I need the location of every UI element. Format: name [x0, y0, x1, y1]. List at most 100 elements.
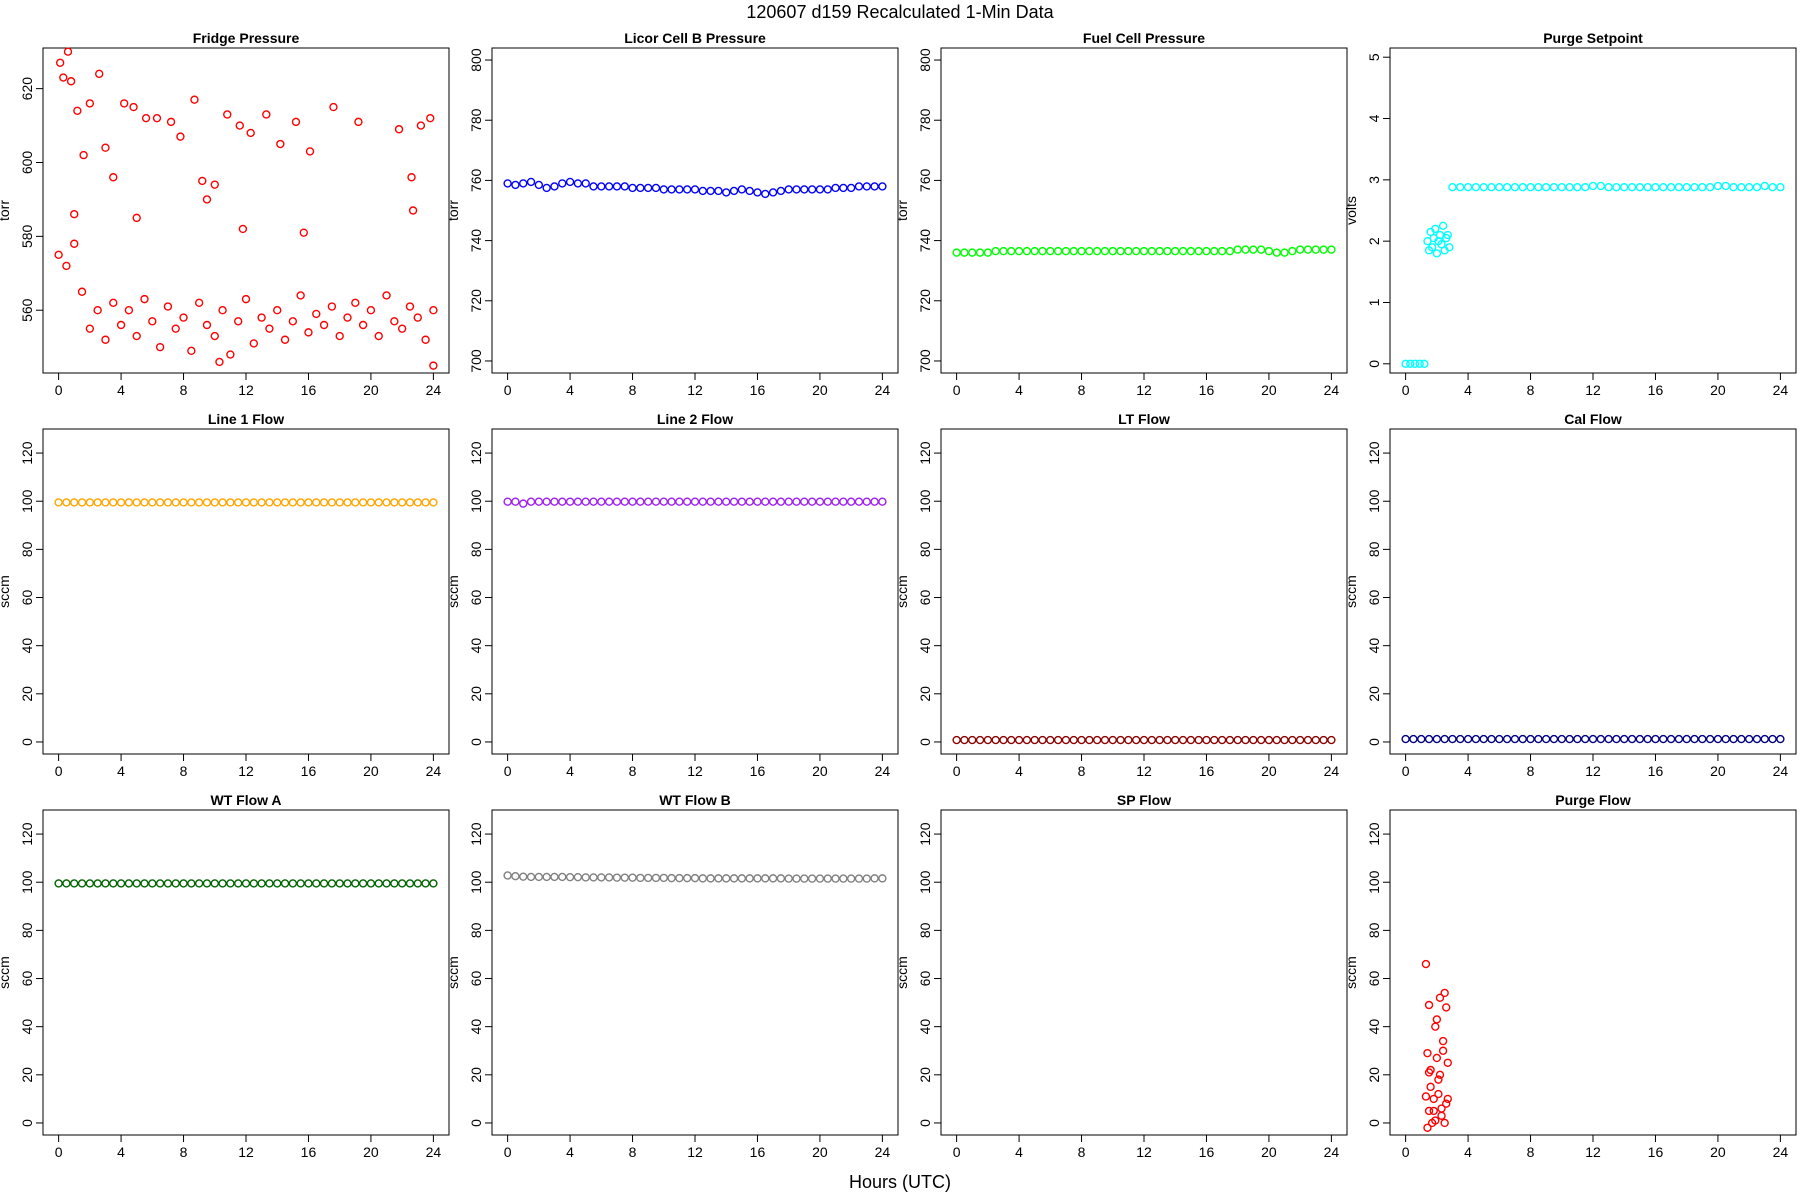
point: [109, 879, 118, 888]
point: [643, 183, 653, 193]
point: [682, 185, 692, 194]
y-tick-label: 100: [1366, 870, 1382, 894]
point: [737, 497, 747, 506]
point: [1752, 734, 1762, 744]
panel-title: Line 1 Flow: [208, 411, 284, 427]
point: [1046, 735, 1055, 745]
point: [210, 879, 219, 888]
point: [878, 874, 887, 883]
point: [54, 498, 63, 507]
point: [382, 498, 391, 507]
x-tick-label: 16: [1199, 763, 1215, 779]
point: [1147, 735, 1157, 745]
x-tick-label: 0: [55, 763, 63, 779]
point: [210, 498, 219, 507]
point: [124, 879, 134, 888]
point: [1541, 182, 1551, 192]
point: [66, 77, 76, 86]
point: [62, 261, 71, 271]
y-tick-label: 60: [19, 590, 35, 606]
point: [565, 177, 575, 187]
point: [202, 498, 212, 507]
y-tick-label: 100: [917, 489, 933, 513]
point: [233, 317, 243, 326]
point: [722, 497, 731, 506]
y-tick-label: 720: [468, 289, 484, 313]
point: [1171, 246, 1180, 256]
point: [675, 185, 684, 194]
point: [975, 248, 985, 257]
x-tick-label: 20: [812, 1144, 828, 1160]
point: [233, 879, 243, 888]
point: [1443, 230, 1452, 240]
point: [960, 735, 969, 745]
point: [1526, 182, 1535, 192]
point: [952, 735, 961, 745]
point: [382, 879, 391, 888]
point: [1007, 246, 1016, 256]
point: [698, 186, 708, 196]
y-tick-label: 0: [917, 1119, 933, 1127]
point: [1432, 249, 1442, 258]
point: [1502, 734, 1512, 744]
x-tick-label: 12: [687, 763, 703, 779]
point: [1186, 735, 1196, 745]
point: [737, 874, 747, 883]
point: [226, 879, 235, 888]
point: [93, 306, 102, 315]
point: [823, 185, 832, 194]
point: [241, 498, 251, 507]
x-tick-label: 24: [426, 382, 442, 398]
point: [558, 497, 567, 506]
y-tick-label: 60: [917, 590, 933, 606]
y-axis-label: torr: [0, 200, 12, 221]
y-tick-label: 80: [917, 541, 933, 557]
point: [85, 324, 95, 333]
point: [1046, 246, 1055, 256]
point: [1705, 734, 1715, 744]
point: [1690, 182, 1699, 192]
x-tick-label: 20: [363, 382, 379, 398]
point: [597, 497, 606, 506]
point: [1022, 246, 1032, 256]
point: [839, 183, 848, 193]
point: [1108, 735, 1117, 745]
point: [1502, 182, 1512, 192]
point: [101, 143, 110, 152]
x-tick-label: 16: [301, 763, 317, 779]
point: [581, 179, 590, 188]
point: [706, 186, 715, 196]
point: [179, 313, 188, 322]
point: [682, 497, 692, 506]
point: [390, 879, 399, 888]
point: [776, 874, 786, 883]
point: [1429, 1094, 1438, 1104]
point: [233, 498, 243, 507]
point: [390, 317, 399, 326]
point: [722, 188, 731, 197]
point: [1415, 359, 1424, 369]
point: [218, 879, 227, 888]
point: [198, 176, 207, 186]
y-tick-label: 20: [1366, 1067, 1382, 1083]
point: [124, 498, 134, 507]
point: [667, 497, 676, 506]
point: [187, 498, 196, 507]
point: [1776, 182, 1785, 192]
point: [1635, 734, 1645, 744]
x-tick-label: 0: [953, 382, 961, 398]
point: [1022, 735, 1032, 745]
point: [397, 879, 407, 888]
point: [119, 99, 129, 108]
point: [1510, 734, 1520, 744]
point: [1534, 182, 1543, 192]
panel-title: WT Flow A: [210, 792, 281, 808]
point: [1456, 734, 1465, 744]
point: [1280, 248, 1289, 257]
point: [152, 113, 162, 123]
x-tick-label: 8: [1078, 1144, 1086, 1160]
point: [1768, 734, 1777, 744]
y-tick-label: 100: [468, 870, 484, 894]
y-axis-label: sccm: [445, 956, 461, 989]
